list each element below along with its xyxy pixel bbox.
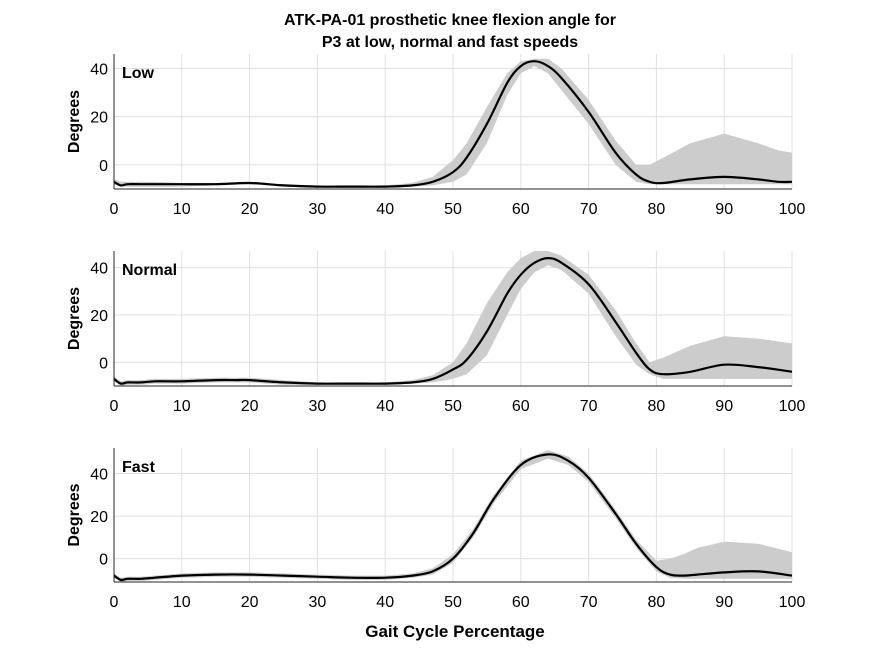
- panel-label: Normal: [122, 262, 177, 279]
- x-tick-label: 40: [376, 398, 394, 415]
- x-tick-label: 40: [376, 594, 394, 611]
- x-tick-label: 100: [779, 398, 806, 415]
- panel-normal: 0 10 20 30 40 50 60 70 80 90 100 0 20 40 Degrees Normal: [66, 251, 805, 415]
- x-tick-label: 50: [444, 398, 462, 415]
- panel-low: 0 10 20 30 40 50 60 70 80 90 100 0 20 40 Degrees Low: [66, 54, 805, 218]
- y-axis-label: Degrees: [66, 90, 83, 153]
- x-tick-label: 90: [715, 201, 733, 218]
- x-tick-label: 70: [580, 594, 598, 611]
- x-tick-label: 10: [173, 594, 191, 611]
- x-tick-label: 90: [715, 398, 733, 415]
- y-tick-label: 40: [90, 61, 108, 78]
- x-tick-label: 70: [580, 201, 598, 218]
- mean-line: [113, 60, 793, 188]
- x-tick-label: 30: [309, 398, 327, 415]
- panel-fast: 0 10 20 30 40 50 60 70 80 90 100 0 20 40 Degrees Fast: [66, 448, 805, 611]
- std-band: [114, 251, 792, 386]
- x-tick-label: 20: [241, 594, 259, 611]
- x-tick-label: 60: [512, 594, 530, 611]
- x-tick-label: 50: [444, 594, 462, 611]
- x-tick-label: 80: [648, 201, 666, 218]
- x-tick-label: 80: [648, 594, 666, 611]
- x-tick-label: 20: [241, 201, 259, 218]
- y-tick-label: 0: [99, 355, 108, 372]
- y-axis-label: Degrees: [66, 483, 83, 546]
- x-axis-label: Gait Cycle Percentage: [365, 622, 545, 641]
- x-tick-label: 10: [173, 201, 191, 218]
- y-tick-label: 0: [99, 158, 108, 175]
- x-tick-label: 60: [512, 398, 530, 415]
- mean-line: [113, 453, 793, 582]
- y-tick-label: 20: [90, 509, 108, 526]
- x-tick-label: 60: [512, 201, 530, 218]
- y-tick-label: 0: [99, 552, 108, 569]
- x-tick-label: 40: [376, 201, 394, 218]
- std-band: [114, 58, 792, 188]
- panel-label: Fast: [122, 459, 156, 476]
- x-tick-label: 30: [309, 201, 327, 218]
- x-tick-label: 0: [110, 201, 119, 218]
- y-tick-label: 20: [90, 110, 108, 127]
- x-tick-label: 90: [715, 594, 733, 611]
- y-tick-label: 40: [90, 467, 108, 484]
- y-axis-label: Degrees: [66, 287, 83, 350]
- figure-title-line-1: ATK-PA-01 prosthetic knee flexion angle …: [284, 12, 616, 29]
- x-tick-label: 80: [648, 398, 666, 415]
- x-tick-label: 100: [779, 594, 806, 611]
- std-band: [114, 450, 792, 582]
- x-tick-label: 0: [110, 594, 119, 611]
- x-tick-label: 30: [309, 594, 327, 611]
- x-tick-label: 70: [580, 398, 598, 415]
- x-tick-label: 0: [110, 398, 119, 415]
- x-tick-label: 50: [444, 201, 462, 218]
- panel-label: Low: [122, 65, 155, 82]
- figure-title-line-2: P3 at low, normal and fast speeds: [322, 34, 578, 51]
- x-tick-label: 10: [173, 398, 191, 415]
- x-tick-label: 20: [241, 398, 259, 415]
- y-tick-label: 40: [90, 261, 108, 278]
- y-tick-label: 20: [90, 308, 108, 325]
- mean-line: [113, 257, 793, 385]
- x-tick-label: 100: [779, 201, 806, 218]
